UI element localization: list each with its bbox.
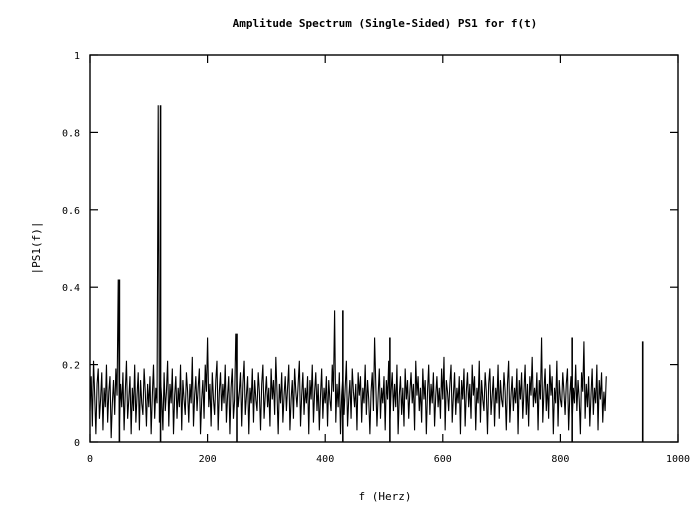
- series-layer: [89, 105, 644, 442]
- x-tick-label: 1000: [666, 454, 690, 465]
- spectrum-line: [89, 105, 607, 439]
- y-tick-label: 0.2: [62, 361, 80, 372]
- y-tick-label: 0: [74, 438, 80, 449]
- y-tick-label: 0.6: [62, 206, 80, 217]
- x-axis-title: f (Herz): [359, 490, 412, 503]
- y-tick-label: 0.8: [62, 128, 80, 139]
- x-tick-label: 800: [551, 454, 569, 465]
- x-tick-label: 200: [199, 454, 217, 465]
- y-tick-label: 1: [74, 51, 80, 62]
- plot-frame: [89, 54, 679, 443]
- y-axis-ticks: 0 0.2 0.4 0.6 0.8 1: [62, 51, 678, 449]
- x-axis-ticks: 0 200 400 600 800 1000: [87, 55, 690, 465]
- chart-title: Amplitude Spectrum (Single-Sided) PS1 fo…: [233, 17, 538, 30]
- y-tick-label: 0.4: [62, 283, 80, 294]
- x-tick-label: 400: [316, 454, 334, 465]
- x-tick-label: 600: [434, 454, 452, 465]
- y-axis-title: |PS1(f)|: [30, 222, 43, 275]
- x-tick-label: 0: [87, 454, 93, 465]
